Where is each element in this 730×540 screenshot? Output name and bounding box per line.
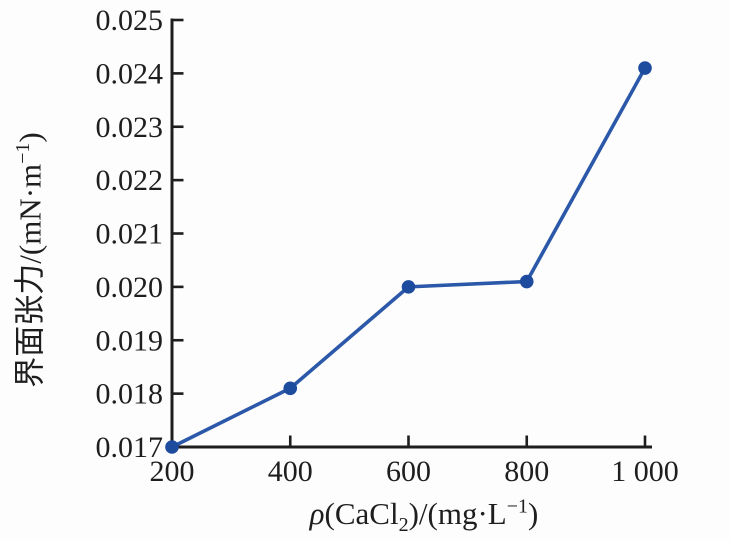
x-axis-title-subscript: 2: [398, 514, 409, 537]
x-tick-label: 200: [150, 455, 195, 488]
y-axis-title: 界面张力/(mN·m−1): [12, 132, 48, 388]
y-tick-label: 0.025: [96, 4, 164, 37]
y-tick-label: 0.018: [96, 378, 164, 411]
data-point-marker: [401, 280, 416, 294]
data-point-marker: [165, 440, 179, 454]
x-axis-title-unit-text: )/(mg·L: [408, 496, 507, 531]
data-point-marker: [519, 274, 534, 289]
y-tick-label: 0.017: [96, 431, 164, 464]
y-tick-label: 0.024: [96, 57, 164, 90]
x-tick-label: 800: [504, 455, 549, 488]
x-tick-label: 400: [268, 455, 313, 488]
y-tick-label: 0.019: [96, 324, 164, 357]
y-axis-title-close-paren: ): [12, 132, 48, 143]
y-axis-title-superscript: −1: [12, 142, 35, 164]
x-axis-title-superscript: −1: [506, 495, 529, 518]
x-axis-title: ρ(CaCl2)/(mg·L−1): [309, 495, 539, 536]
y-axis-title-text: 界面张力/(mN·m: [12, 163, 48, 388]
data-point-marker: [638, 61, 652, 75]
x-axis-title-rho-symbol: ρ: [309, 496, 325, 531]
y-tick-label: 0.020: [96, 271, 164, 304]
series-line: [170, 66, 647, 449]
x-tick-label: 600: [386, 455, 431, 488]
x-axis-title-close-paren: ): [528, 496, 539, 531]
data-point-marker: [283, 381, 298, 396]
x-tick-label: 1 000: [611, 455, 679, 488]
x-axis-title-text: (CaCl: [324, 496, 399, 531]
y-tick-label: 0.022: [96, 164, 164, 197]
y-tick-label: 0.023: [96, 111, 164, 144]
y-tick-label: 0.021: [96, 218, 164, 251]
